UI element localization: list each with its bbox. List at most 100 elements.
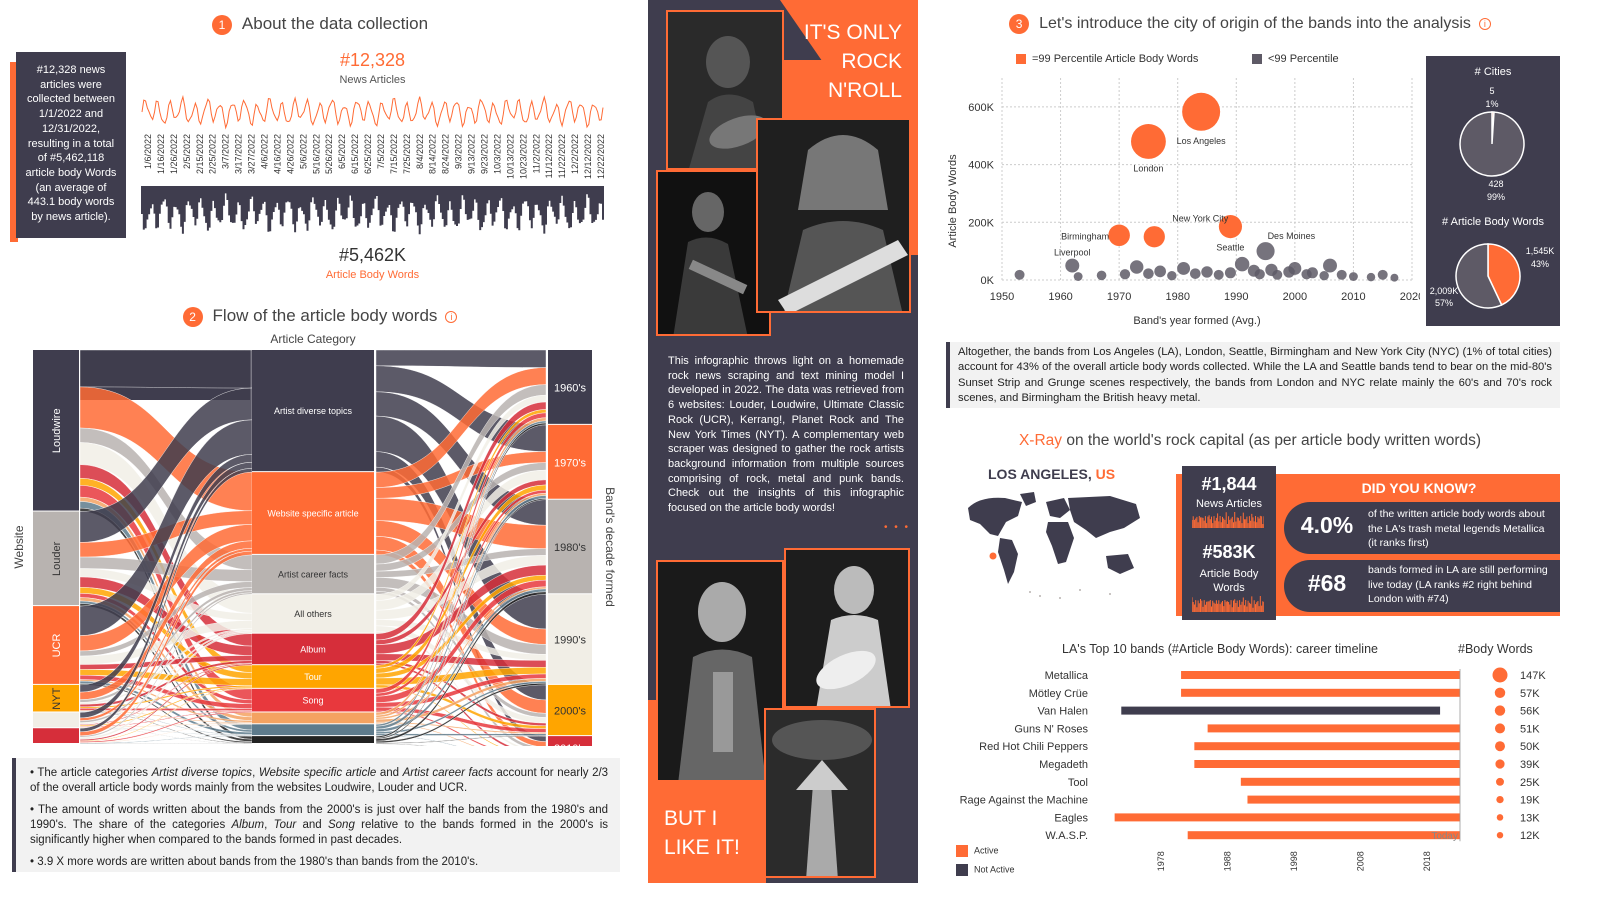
info-icon[interactable]: i	[1478, 18, 1491, 30]
la-words-label-1: Article Body	[1199, 568, 1259, 580]
sankey-axis-top: Article Category	[270, 332, 356, 346]
la-words: #583K	[1202, 542, 1256, 562]
city-point	[1323, 258, 1337, 273]
sankey-flow	[375, 682, 547, 744]
finding-italic: Artist diverse topics	[151, 767, 253, 779]
sankey-node	[548, 736, 592, 746]
date-tick-label: 9/23/2022	[480, 134, 490, 174]
articles-sparkline	[1192, 512, 1264, 528]
bottom-line1: BUT I	[664, 807, 718, 830]
date-tick-label: 10/3/2022	[492, 134, 502, 174]
city-point	[1306, 267, 1318, 279]
city-label: London	[1133, 163, 1163, 173]
city-label: Liverpool	[1054, 248, 1091, 258]
pie-label: 99%	[1487, 192, 1505, 202]
x-tick-label: 2018	[1422, 851, 1432, 871]
words-bubble	[1496, 777, 1504, 786]
words-bubble	[1494, 723, 1506, 734]
date-tick-label: 12/22/2022	[596, 134, 606, 179]
legend-not-active-label: Not Active	[974, 864, 1015, 875]
sankey-axis-right: Band's decade formed	[603, 487, 617, 607]
city-point	[1073, 272, 1083, 281]
city-point	[1272, 269, 1283, 280]
city-point	[1167, 270, 1177, 281]
x-tick-label: 1988	[1223, 851, 1233, 871]
words-bubble	[1496, 814, 1504, 821]
sankey-node	[252, 712, 374, 724]
fact2-text: bands formed in LA are still performing …	[1368, 564, 1548, 605]
x-tick-label: 2010	[1341, 291, 1365, 303]
date-tick-label: 4/26/2022	[285, 134, 295, 174]
city-point	[1096, 270, 1107, 281]
words-sparkline	[1192, 596, 1264, 612]
top-city-point	[1218, 215, 1243, 239]
band-name: Megadeth	[1039, 759, 1088, 771]
date-tick-label: 5/26/2022	[324, 134, 334, 174]
legend-not-active: Not Active	[956, 864, 1015, 876]
city-point	[1129, 260, 1144, 274]
sankey-flow	[79, 349, 253, 389]
x-tick-label: 2008	[1355, 851, 1365, 871]
headline-line1: IT'S ONLY	[803, 21, 902, 44]
career-bar	[1121, 706, 1441, 715]
words-bubble	[1496, 795, 1504, 804]
date-tick-label: 1/6/2022	[143, 134, 153, 169]
section1-title: 1 About the data collection	[0, 14, 640, 35]
words-value: 50K	[1520, 741, 1540, 753]
sankey-node	[252, 554, 374, 594]
sankey-node	[252, 688, 374, 712]
date-tick-label: 3/27/2022	[247, 134, 257, 174]
legend-not-active-swatch	[956, 864, 968, 876]
sankey-flows	[79, 349, 547, 746]
date-tick-label: 3/7/2022	[221, 134, 231, 169]
city-summary: Altogether, the bands from Los Angeles (…	[946, 342, 1560, 408]
decade-label: 1990's	[554, 635, 587, 647]
city-point	[1201, 266, 1213, 278]
legend-top: =99 Percentile Article Body Words	[1016, 53, 1198, 65]
words-value: 51K	[1520, 723, 1540, 735]
date-tick-label: 12/12/2022	[583, 134, 593, 179]
sankey-flow	[375, 591, 547, 742]
headline-line3: N'ROLL	[827, 79, 902, 102]
city-point	[1348, 272, 1358, 281]
city-label: Los Angeles	[1177, 136, 1227, 146]
pie-label: 1%	[1485, 99, 1498, 109]
finding-italic: Tour	[273, 819, 297, 831]
cities-pie: 5 1% 428 99%	[1459, 86, 1525, 202]
date-tick-label: 7/15/2022	[389, 134, 399, 174]
category-label: Album	[300, 644, 326, 654]
bottom-headline: BUT I LIKE IT!	[664, 804, 740, 862]
city-point	[1288, 262, 1302, 275]
xray-title-rest: on the world's rock capital (as per arti…	[1062, 432, 1482, 449]
xray-title-accent: X-Ray	[1018, 432, 1063, 449]
info-icon[interactable]: i	[445, 310, 458, 323]
city-label: Des Moines	[1268, 231, 1316, 241]
city-label: Seattle	[1216, 243, 1244, 253]
photo-frontman	[656, 560, 784, 782]
finding-italic: Song	[327, 819, 355, 831]
sankey-node	[33, 511, 79, 606]
headline: IT'S ONLY ROCK N'ROLL	[790, 18, 902, 105]
city-name: LOS ANGELES,	[988, 466, 1096, 482]
la-articles-label: News Articles	[1195, 498, 1263, 510]
pie-label: 2,009K	[1430, 286, 1459, 296]
city-point	[1390, 273, 1399, 282]
legend-active-label: Active	[974, 845, 999, 856]
date-tick-label: 4/16/2022	[272, 134, 282, 174]
sankey-chart: Loudwire Louder UCR NYT Artist diverse topic…	[33, 349, 592, 746]
date-tick-label: 6/5/2022	[337, 134, 347, 169]
date-tick-label: 1/16/2022	[156, 134, 166, 174]
pie-slice	[1487, 243, 1521, 306]
band-name: Tool	[1068, 777, 1088, 789]
s2-findings: • The article categories Artist diverse …	[12, 758, 620, 872]
legend-active-swatch	[956, 845, 968, 857]
city-point	[1189, 268, 1201, 279]
city-heading: LOS ANGELES, US	[988, 466, 1115, 482]
sankey-flow	[79, 711, 253, 743]
sparkline-bars	[1192, 596, 1264, 612]
words-bubble	[1495, 741, 1505, 752]
date-tick-label: 10/13/2022	[505, 134, 515, 179]
today-label: Today	[1431, 831, 1458, 842]
decade-label: 2000's	[554, 706, 587, 718]
decade-label: 1960's	[554, 382, 587, 394]
